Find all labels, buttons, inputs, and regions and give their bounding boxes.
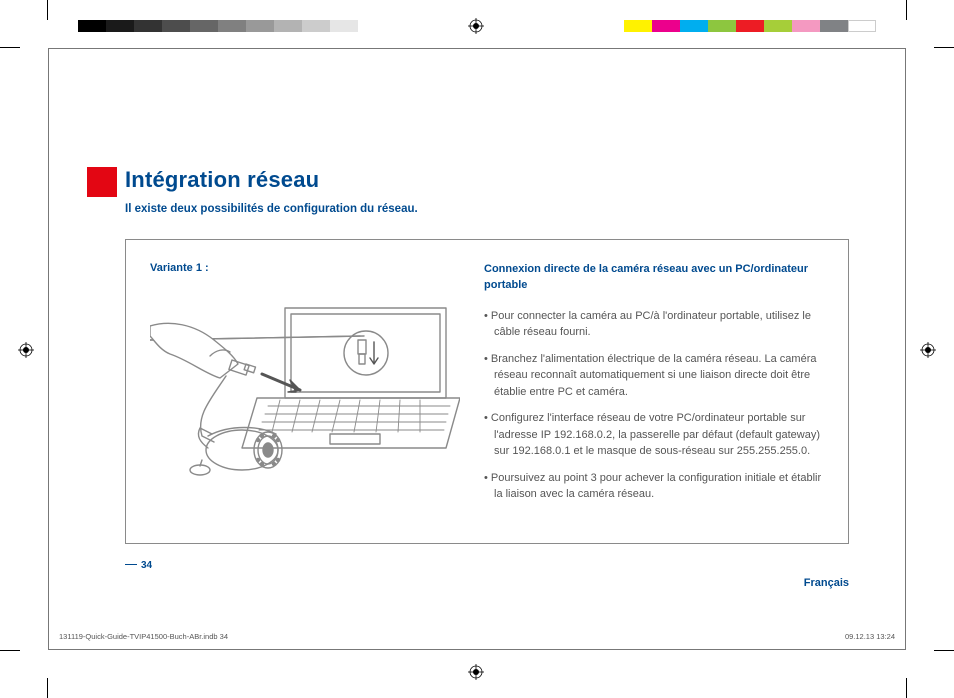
page-title: Intégration réseau — [125, 167, 849, 193]
page-trim: Intégration réseau Il existe deux possib… — [48, 48, 906, 650]
page-number: 34 — [141, 560, 152, 571]
color-bar-left — [78, 20, 358, 32]
registration-mark-icon — [468, 664, 484, 680]
bullet-item: Pour connecter la caméra au PC/à l'ordin… — [484, 308, 824, 341]
registration-mark-icon — [18, 342, 34, 358]
footer-filename: 131119-Quick-Guide-TVIP41500-Buch-ABr.in… — [59, 632, 228, 641]
section-marker — [87, 167, 117, 197]
page-subtitle: Il existe deux possibilités de configura… — [125, 203, 849, 215]
registration-mark-icon — [920, 342, 936, 358]
illustration-laptop-camera — [150, 290, 460, 495]
bullet-item: Poursuivez au point 3 pour achever la co… — [484, 470, 824, 503]
footer-timestamp: 09.12.13 13:24 — [845, 632, 895, 641]
bullet-item: Configurez l'interface réseau de votre P… — [484, 410, 824, 460]
color-bar-right — [624, 20, 876, 32]
connection-title: Connexion directe de la caméra réseau av… — [484, 262, 824, 294]
language-label: Français — [804, 577, 849, 589]
variant-box: Variante 1 : — [125, 239, 849, 544]
bullet-list: Pour connecter la caméra au PC/à l'ordin… — [484, 308, 824, 503]
registration-mark-icon — [468, 18, 484, 34]
variant-label: Variante 1 : — [150, 262, 460, 274]
bullet-item: Branchez l'alimentation électrique de la… — [484, 351, 824, 401]
page-number-rule — [125, 564, 137, 565]
